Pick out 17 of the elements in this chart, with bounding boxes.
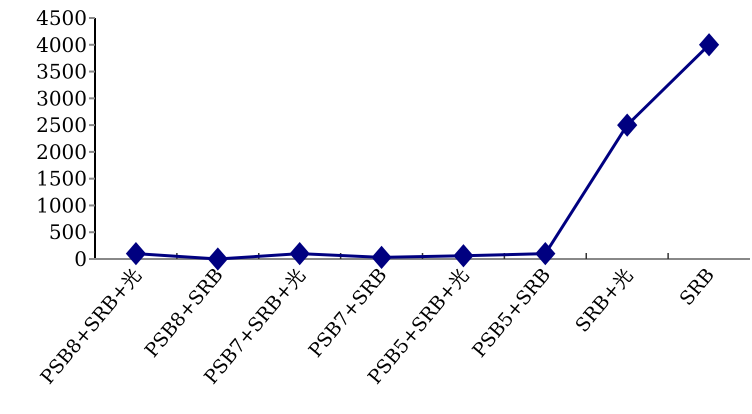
y-tick-label: 0 bbox=[74, 247, 87, 271]
point bbox=[453, 244, 474, 268]
point bbox=[290, 242, 310, 266]
point bbox=[126, 242, 146, 266]
y-tick-label: 4500 bbox=[36, 6, 87, 30]
y-tick-label: 1000 bbox=[36, 193, 87, 218]
y-tick-label: 3500 bbox=[36, 60, 87, 84]
point bbox=[698, 33, 720, 56]
y-tick-label: 4000 bbox=[36, 32, 87, 57]
point bbox=[371, 246, 392, 270]
y-tick-label: 1500 bbox=[36, 166, 87, 191]
y-tick-label: 2500 bbox=[36, 113, 87, 138]
y-tick-label: 500 bbox=[48, 220, 87, 244]
y-tick-label: 3000 bbox=[36, 86, 87, 110]
point bbox=[535, 242, 556, 266]
y-tick-label: 2000 bbox=[36, 140, 87, 164]
point bbox=[617, 114, 638, 137]
